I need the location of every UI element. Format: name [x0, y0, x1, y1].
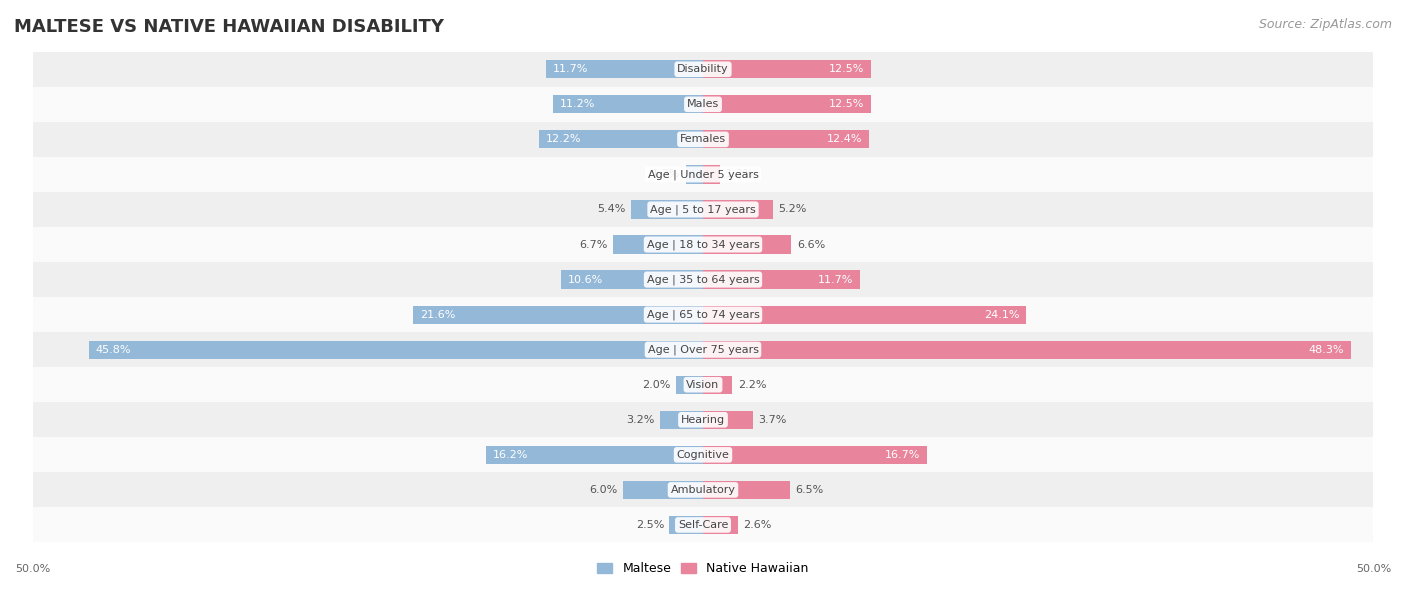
Bar — [703, 271, 860, 289]
Text: 2.5%: 2.5% — [636, 520, 664, 530]
Bar — [32, 192, 1374, 227]
Text: 2.6%: 2.6% — [744, 520, 772, 530]
Text: 1.3%: 1.3% — [652, 170, 681, 179]
Bar — [32, 157, 1374, 192]
Text: 6.7%: 6.7% — [579, 239, 607, 250]
Text: 6.6%: 6.6% — [797, 239, 825, 250]
Text: 16.7%: 16.7% — [884, 450, 920, 460]
Bar — [32, 472, 1374, 507]
Bar — [703, 340, 1351, 359]
Text: 12.5%: 12.5% — [828, 99, 863, 110]
Bar — [703, 446, 927, 464]
Bar — [561, 271, 703, 289]
Bar — [623, 481, 703, 499]
Bar — [703, 376, 733, 394]
Bar — [703, 516, 738, 534]
Bar — [546, 60, 703, 78]
Bar — [32, 332, 1374, 367]
Bar — [703, 130, 869, 149]
Bar — [32, 367, 1374, 402]
Bar — [703, 95, 870, 113]
Text: 12.4%: 12.4% — [827, 135, 862, 144]
Text: 3.7%: 3.7% — [758, 415, 786, 425]
Text: Age | 35 to 64 years: Age | 35 to 64 years — [647, 274, 759, 285]
Bar — [669, 516, 703, 534]
Text: Hearing: Hearing — [681, 415, 725, 425]
Text: Self-Care: Self-Care — [678, 520, 728, 530]
Text: Females: Females — [681, 135, 725, 144]
Text: Age | Over 75 years: Age | Over 75 years — [648, 345, 758, 355]
Bar — [703, 200, 773, 218]
Text: 2.0%: 2.0% — [643, 379, 671, 390]
Text: 45.8%: 45.8% — [96, 345, 131, 355]
Bar — [703, 60, 870, 78]
Text: 12.2%: 12.2% — [546, 135, 582, 144]
Text: 50.0%: 50.0% — [15, 564, 51, 573]
Text: Males: Males — [688, 99, 718, 110]
Text: 11.7%: 11.7% — [553, 64, 588, 74]
Bar — [32, 438, 1374, 472]
Bar — [89, 340, 703, 359]
Text: 16.2%: 16.2% — [492, 450, 527, 460]
Bar — [32, 507, 1374, 542]
Text: 6.0%: 6.0% — [589, 485, 617, 495]
Text: Age | 65 to 74 years: Age | 65 to 74 years — [647, 310, 759, 320]
Text: Age | 18 to 34 years: Age | 18 to 34 years — [647, 239, 759, 250]
Bar — [32, 87, 1374, 122]
Text: 50.0%: 50.0% — [1355, 564, 1391, 573]
Bar — [553, 95, 703, 113]
Text: Source: ZipAtlas.com: Source: ZipAtlas.com — [1258, 18, 1392, 31]
Bar — [703, 236, 792, 253]
Text: Disability: Disability — [678, 64, 728, 74]
Text: MALTESE VS NATIVE HAWAIIAN DISABILITY: MALTESE VS NATIVE HAWAIIAN DISABILITY — [14, 18, 444, 36]
Text: 1.3%: 1.3% — [725, 170, 754, 179]
Bar — [703, 305, 1026, 324]
Bar — [32, 297, 1374, 332]
Bar — [631, 200, 703, 218]
Text: 3.2%: 3.2% — [626, 415, 655, 425]
Bar — [703, 165, 720, 184]
Text: 24.1%: 24.1% — [984, 310, 1019, 319]
Bar — [703, 411, 752, 429]
Bar — [32, 227, 1374, 262]
Bar — [676, 376, 703, 394]
Legend: Maltese, Native Hawaiian: Maltese, Native Hawaiian — [592, 558, 814, 580]
Text: 11.7%: 11.7% — [818, 275, 853, 285]
Text: 48.3%: 48.3% — [1309, 345, 1344, 355]
Text: 5.2%: 5.2% — [778, 204, 807, 214]
Bar — [540, 130, 703, 149]
Bar — [703, 481, 790, 499]
Bar — [32, 402, 1374, 438]
Bar — [613, 236, 703, 253]
Text: Ambulatory: Ambulatory — [671, 485, 735, 495]
Text: 12.5%: 12.5% — [828, 64, 863, 74]
Bar — [659, 411, 703, 429]
Bar — [413, 305, 703, 324]
Bar — [686, 165, 703, 184]
Text: Age | Under 5 years: Age | Under 5 years — [648, 169, 758, 180]
Text: 6.5%: 6.5% — [796, 485, 824, 495]
Bar — [486, 446, 703, 464]
Text: 21.6%: 21.6% — [420, 310, 456, 319]
Bar — [32, 122, 1374, 157]
Text: Age | 5 to 17 years: Age | 5 to 17 years — [650, 204, 756, 215]
Bar — [32, 52, 1374, 87]
Text: 11.2%: 11.2% — [560, 99, 595, 110]
Bar — [32, 262, 1374, 297]
Text: 2.2%: 2.2% — [738, 379, 766, 390]
Text: Cognitive: Cognitive — [676, 450, 730, 460]
Text: Vision: Vision — [686, 379, 720, 390]
Text: 10.6%: 10.6% — [568, 275, 603, 285]
Text: 5.4%: 5.4% — [598, 204, 626, 214]
